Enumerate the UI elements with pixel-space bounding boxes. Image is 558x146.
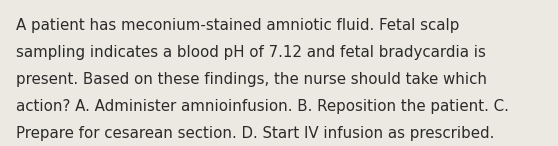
Text: Prepare for cesarean section. D. Start IV infusion as prescribed.: Prepare for cesarean section. D. Start I… (16, 126, 494, 141)
Text: action? A. Administer amnioinfusion. B. Reposition the patient. C.: action? A. Administer amnioinfusion. B. … (16, 99, 508, 114)
Text: sampling indicates a blood pH of 7.12 and fetal bradycardia is: sampling indicates a blood pH of 7.12 an… (16, 45, 485, 60)
Text: present. Based on these findings, the nurse should take which: present. Based on these findings, the nu… (16, 72, 487, 87)
Text: A patient has meconium-stained amniotic fluid. Fetal scalp: A patient has meconium-stained amniotic … (16, 18, 459, 33)
